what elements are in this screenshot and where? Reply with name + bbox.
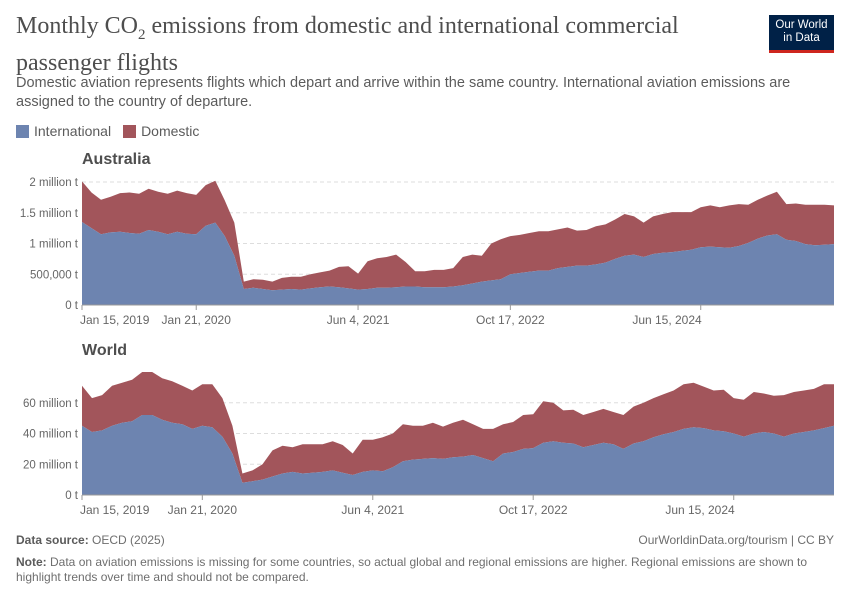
y-tick-label: 60 million t (23, 398, 79, 410)
x-tick-label: Jan 21, 2020 (168, 503, 238, 517)
area-domestic[interactable] (82, 180, 834, 291)
chart-note: Note: Data on aviation emissions is miss… (16, 555, 831, 585)
x-tick-label: Jan 15, 2019 (80, 313, 150, 327)
footer-link[interactable]: OurWorldinData.org/tourism | CC BY (638, 533, 834, 547)
x-tick-label: Oct 17, 2022 (499, 503, 568, 517)
x-tick-label: Jan 21, 2020 (162, 313, 232, 327)
area-international[interactable] (82, 415, 834, 495)
legend-item-international[interactable]: International (16, 123, 111, 139)
chart-world: 0 t 20 million t 40 million t 60 million t J… (23, 372, 834, 517)
data-source: Data source: OECD (2025) (16, 533, 165, 547)
x-tick-label: Jun 15, 2024 (665, 503, 735, 517)
x-tick-label: Jun 15, 2024 (632, 313, 702, 327)
legend: International Domestic (16, 123, 211, 139)
logo-line-1: Our World (775, 19, 828, 31)
y-tick-label: 40 million t (23, 429, 79, 441)
chart-australia: 0 t 500,000 t 1 million t 1.5 million t 2 mi… (20, 177, 834, 327)
owid-logo[interactable]: Our World in Data (769, 15, 834, 53)
area-domestic[interactable] (82, 372, 834, 483)
y-tick-label: 0 t (65, 300, 79, 312)
data-source-label: Data source: (16, 533, 89, 547)
note-text: Data on aviation emissions is missing fo… (16, 555, 808, 584)
legend-label-domestic: Domestic (141, 123, 200, 139)
y-tick-label: 500,000 t (30, 269, 79, 281)
data-source-text: OECD (2025) (88, 533, 165, 547)
chart-title: Monthly CO2 emissions from domestic and … (16, 13, 679, 76)
y-tick-label: 20 million t (23, 459, 79, 471)
legend-label-international: International (34, 123, 112, 139)
x-tick-label: Jan 15, 2019 (80, 503, 150, 517)
area-international[interactable] (82, 222, 834, 305)
y-tick-label: 2 million t (29, 177, 78, 189)
chart-subtitle: Domestic aviation represents flights whi… (16, 75, 791, 110)
x-tick-label: Oct 17, 2022 (476, 313, 545, 327)
y-tick-label: 0 t (65, 490, 79, 502)
note-label: Note: (16, 555, 47, 569)
logo-line-2: in Data (783, 32, 820, 44)
panel-title-world: World (82, 342, 128, 359)
y-tick-label: 1 million t (29, 239, 78, 251)
x-tick-label: Jun 4, 2021 (341, 503, 404, 517)
legend-swatch-domestic (123, 124, 137, 138)
y-tick-label: 1.5 million t (20, 208, 79, 220)
legend-swatch-international (16, 124, 29, 138)
legend-item-domestic[interactable]: Domestic (123, 123, 199, 139)
x-tick-label: Jun 4, 2021 (327, 313, 390, 327)
panel-title-australia: Australia (82, 151, 151, 168)
